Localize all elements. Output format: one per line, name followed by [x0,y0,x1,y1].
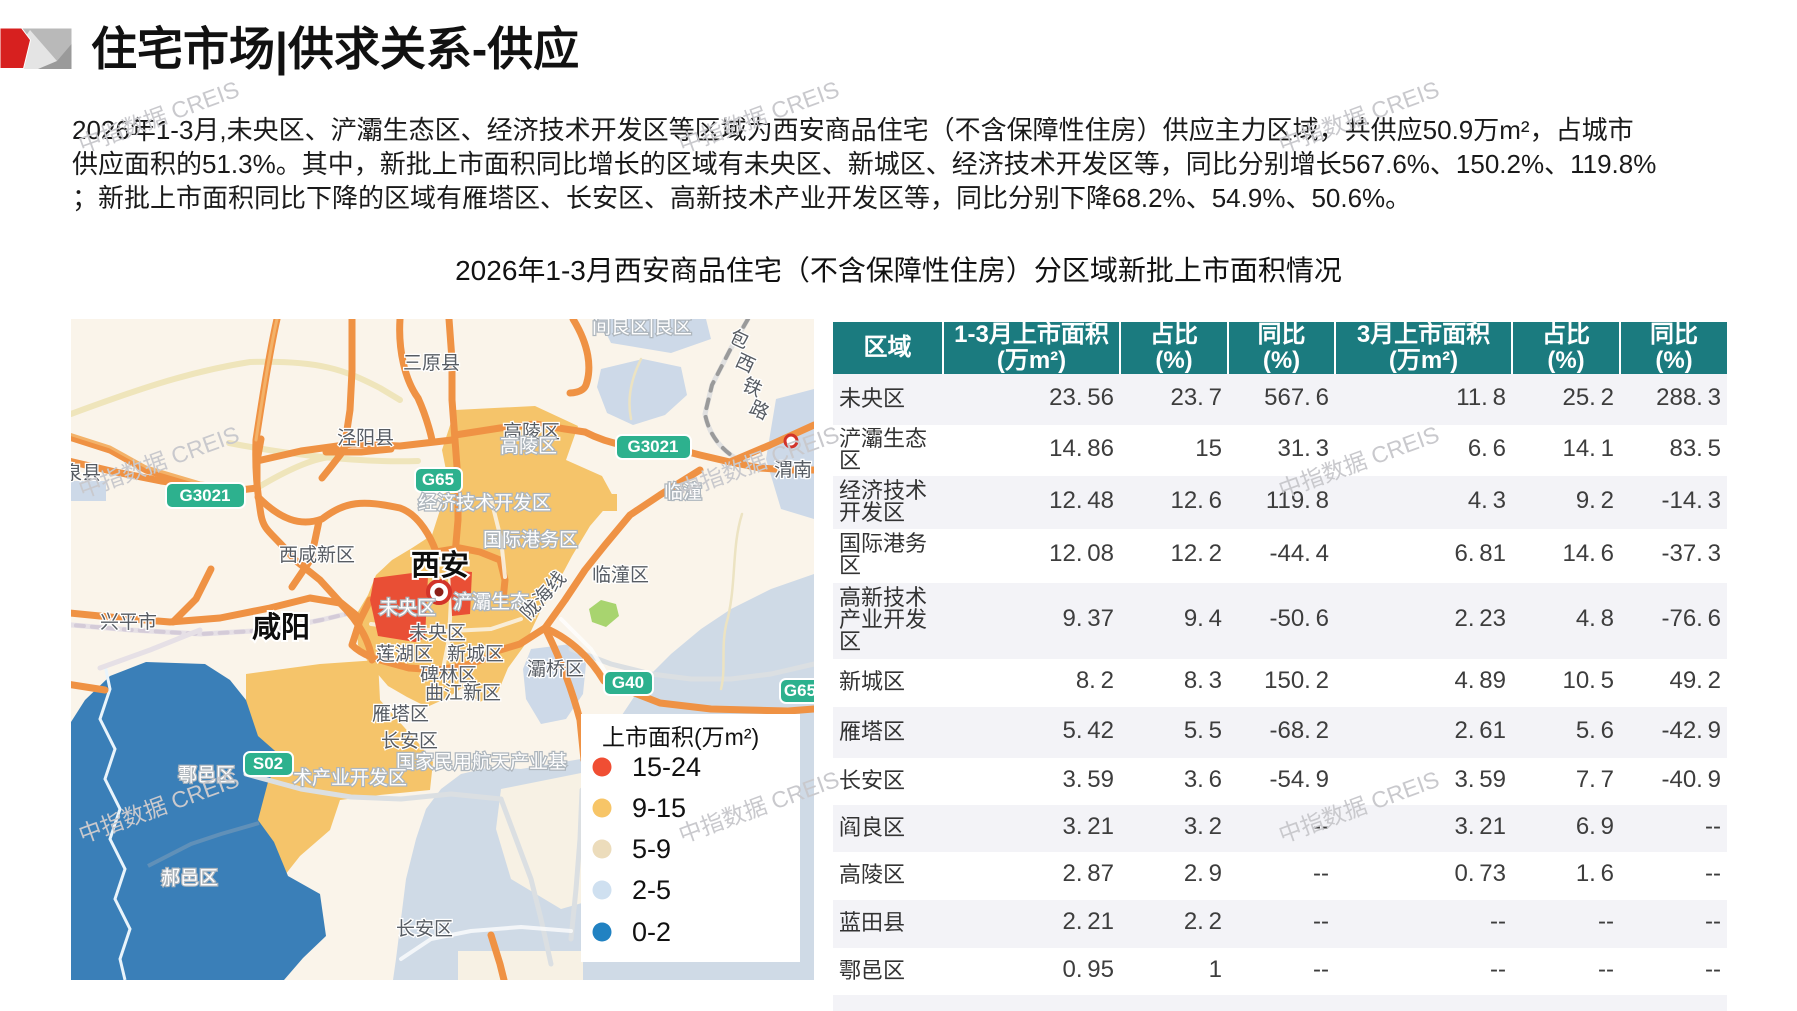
svg-text:9-15: 9-15 [632,793,686,823]
svg-text:0-2: 0-2 [632,917,671,947]
svg-text:国家民用航天产业基: 国家民用航天产业基 [396,751,567,773]
svg-text:新城区: 新城区 [447,643,504,665]
svg-text:未央区: 未央区 [379,597,436,619]
svg-text:碑林区: 碑林区 [420,664,477,686]
svg-text:2-5: 2-5 [632,875,671,905]
svg-text:浐灞生态: 浐灞生态 [453,591,529,613]
svg-text:泾阳县: 泾阳县 [337,427,394,449]
svg-text:间良区|良区: 间良区|良区 [592,319,692,338]
svg-text:G3021: G3021 [179,486,230,505]
svg-text:长安区: 长安区 [381,730,438,752]
svg-text:临潼区: 临潼区 [592,564,649,586]
svg-text:G65: G65 [784,681,814,700]
svg-text:郝邑区: 郝邑区 [161,867,218,889]
svg-text:15-24: 15-24 [632,752,701,782]
svg-text:经济技术开发区: 经济技术开发区 [418,492,551,514]
svg-text:雁塔区: 雁塔区 [372,703,429,725]
svg-text:5-9: 5-9 [632,834,671,864]
svg-text:高陵区: 高陵区 [503,421,560,443]
svg-text:曲江新区: 曲江新区 [425,682,501,704]
svg-text:G40: G40 [612,673,644,692]
svg-text:高陵区: 高陵区 [500,435,557,457]
svg-text:术产业开发区: 术产业开发区 [293,767,407,789]
svg-text:咸阳: 咸阳 [252,611,310,644]
svg-text:西咸新区: 西咸新区 [279,544,355,566]
svg-text:上市面积(万m²): 上市面积(万m²) [602,724,759,750]
svg-text:未央区: 未央区 [409,622,466,644]
svg-text:渭南: 渭南 [774,459,812,481]
svg-text:兴平市: 兴平市 [100,611,157,633]
svg-text:泉县: 泉县 [71,462,101,484]
svg-text:S02: S02 [253,754,283,773]
svg-text:G65: G65 [422,470,454,489]
svg-text:莲湖区: 莲湖区 [376,643,433,665]
svg-text:西安: 西安 [411,549,469,582]
svg-text:临潼: 临潼 [664,481,702,503]
svg-text:国际港务区: 国际港务区 [483,529,578,551]
svg-text:三原县: 三原县 [403,353,460,374]
svg-text:鄠邑区: 鄠邑区 [178,764,235,786]
svg-text:长安区: 长安区 [396,918,453,940]
svg-text:灞桥区: 灞桥区 [527,658,584,680]
svg-text:G3021: G3021 [627,437,678,456]
